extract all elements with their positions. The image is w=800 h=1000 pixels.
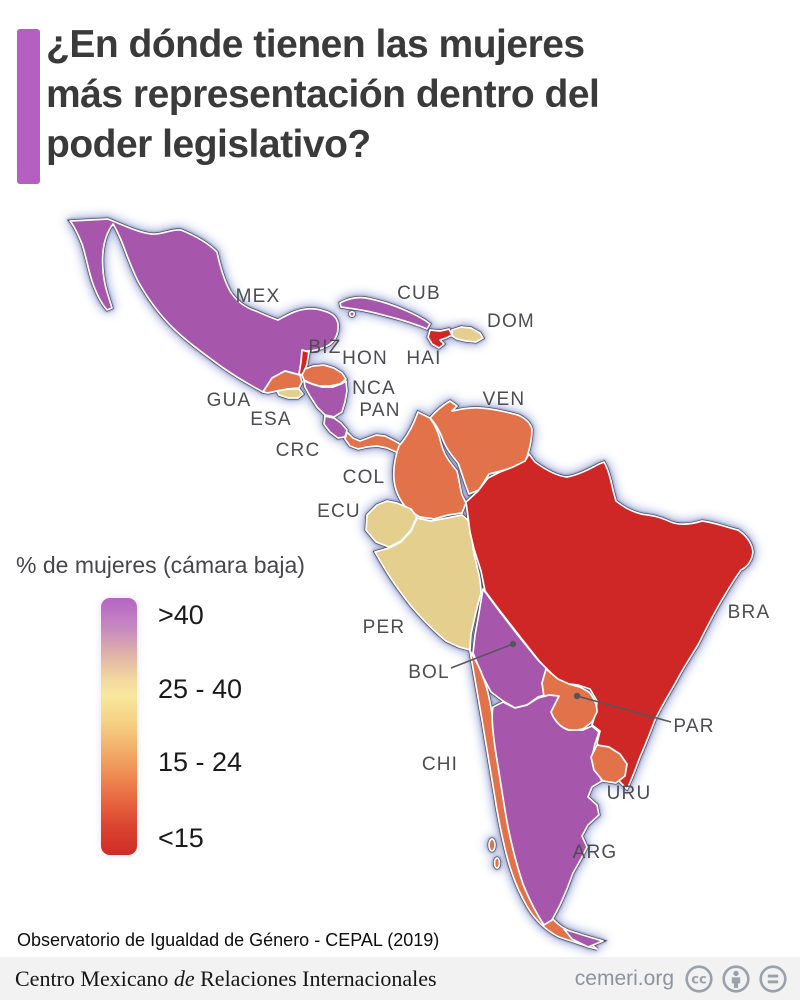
map-label-nca: NCA — [352, 378, 396, 399]
map-label-gua: GUA — [207, 390, 252, 411]
legend-label-15-24: 15 - 24 — [158, 747, 243, 777]
country-chile-island-1 — [488, 838, 496, 852]
legend-gradient-bar — [101, 598, 137, 855]
country-ecuador — [365, 500, 418, 548]
publisher-suffix: Relaciones Internacionales — [194, 966, 437, 991]
map-label-hai: HAI — [406, 348, 441, 369]
title-line-2: más representación dentro del — [46, 73, 600, 116]
map-label-ecu: ECU — [317, 501, 361, 522]
map-label-dom: DOM — [487, 311, 535, 332]
map-label-uru: URU — [607, 783, 652, 804]
leader-line-bol — [450, 643, 514, 669]
cc-by-icon — [722, 964, 750, 993]
map-label-chi: CHI — [422, 754, 458, 775]
country-mexico — [69, 218, 340, 393]
country-dominican-republic — [451, 326, 484, 343]
country-cuba — [339, 296, 431, 330]
country-venezuela — [429, 400, 533, 495]
publisher-prefix: Centro Mexicano — [15, 966, 174, 991]
publisher-de: de — [173, 966, 195, 991]
title-accent-bar — [17, 29, 40, 184]
legend-label-gt40: >40 — [158, 600, 204, 630]
country-argentina-tierra-del-fuego — [563, 928, 604, 948]
country-brazil — [465, 453, 754, 790]
map-label-pan: PAN — [359, 400, 400, 421]
legend-title: % de mujeres (cámara baja) — [16, 552, 305, 578]
country-guatemala — [262, 370, 303, 394]
map-countries — [69, 218, 754, 950]
footer-bar: Centro Mexicano de Relaciones Internacio… — [0, 957, 800, 1000]
leader-dot-par — [573, 692, 581, 700]
map-label-mex: MEX — [236, 286, 281, 307]
footer-site-group: cemeri.org cc — [575, 957, 788, 1000]
country-uruguay — [590, 744, 628, 784]
country-costa-rica — [323, 415, 348, 439]
country-chile-island-2 — [493, 857, 501, 869]
map-label-hon: HON — [342, 348, 388, 369]
map-label-par: PAR — [673, 716, 714, 737]
map-label-bra: BRA — [728, 602, 771, 623]
map-label-col: COL — [343, 467, 386, 488]
source-note: Observatorio de Igualdad de Género - CEP… — [17, 930, 440, 950]
title-line-3: poder legislativo? — [46, 123, 371, 166]
country-haiti — [427, 328, 453, 349]
country-nicaragua — [303, 380, 348, 418]
map-label-bol: BOL — [408, 662, 450, 683]
page-title: ¿En dónde tienen las mujeres más represe… — [46, 20, 600, 170]
legend-label-25-40: 25 - 40 — [158, 674, 243, 704]
leader-dot-bol — [509, 640, 517, 648]
map-label-per: PER — [363, 617, 406, 638]
map-label-esa: ESA — [250, 409, 292, 430]
cc-icon: cc — [685, 964, 713, 993]
legend-label-lt15: <15 — [158, 823, 204, 853]
map-label-biz: BIZ — [308, 337, 341, 358]
leader-line-par — [576, 695, 672, 723]
publisher-name: Centro Mexicano de Relaciones Internacio… — [15, 957, 437, 1000]
title-line-1: ¿En dónde tienen las mujeres — [46, 23, 585, 66]
map-label-cub: CUB — [397, 283, 441, 304]
country-cuba-islet — [348, 310, 356, 318]
country-argentina — [491, 694, 603, 926]
svg-text:cc: cc — [691, 972, 706, 987]
site-name: cemeri.org — [574, 966, 674, 990]
country-colombia — [392, 411, 467, 520]
map-label-ven: VEN — [483, 389, 526, 410]
cc-nd-icon — [759, 964, 787, 993]
map-label-arg: ARG — [573, 842, 618, 863]
map-label-crc: CRC — [276, 440, 321, 461]
country-el-salvador — [276, 388, 304, 399]
